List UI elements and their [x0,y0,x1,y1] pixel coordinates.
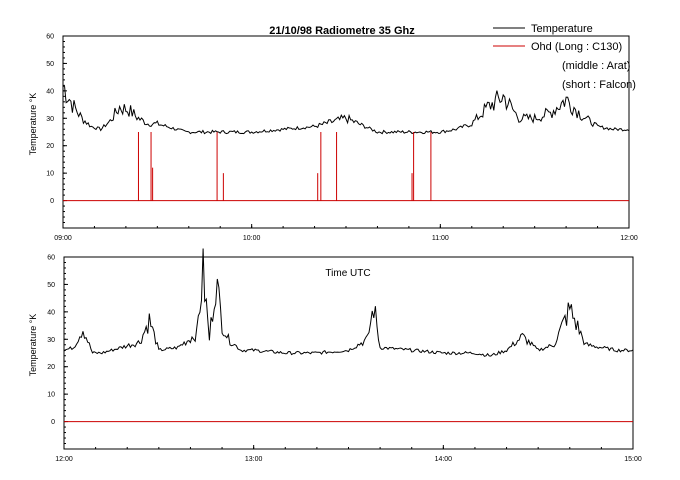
y-tick-label: 50 [46,61,54,68]
legend-note-middle: (middle : Arat) [562,60,630,72]
y-tick-label: 30 [47,337,55,344]
legend-note-short: (short : Falcon) [562,79,636,91]
y-axis-label: Temperature °K [28,93,38,156]
x-tick-label: 12:00 [620,235,638,242]
y-axis-label: Temperature °K [28,314,38,377]
time-utc-label: Time UTC [325,268,370,279]
y-tick-label: 60 [47,255,55,262]
x-tick-label: 09:00 [54,235,72,242]
legend-label-temperature: Temperature [531,23,593,35]
y-tick-label: 50 [47,282,55,289]
x-tick-label: 15:00 [624,456,642,463]
x-tick-label: 13:00 [245,456,263,463]
legend: Temperature Ohd (Long : C130) (middle : … [493,23,636,91]
y-tick-label: 40 [47,309,55,316]
y-tick-label: 30 [46,116,54,123]
x-tick-label: 10:00 [243,235,261,242]
y-tick-label: 60 [46,34,54,41]
x-tick-label: 11:00 [432,235,449,242]
plot-frame [63,256,634,450]
y-tick-label: 10 [46,171,54,178]
x-tick-label: 14:00 [435,456,453,463]
y-tick-label: 40 [46,88,54,95]
legend-label-overhead: Ohd (Long : C130) [531,41,622,53]
y-tick-label: 20 [46,143,54,150]
temperature-series-line [62,85,630,135]
top-panel: 0 10 20 30 40 50 60 09:00 10:00 11:00 12:00 Tempera… [28,34,638,243]
bottom-panel: 0 10 20 30 40 50 60 12:00 13:00 14:00 15:00 Tempera… [28,248,642,463]
y-tick-label: 0 [51,419,55,426]
plot-frame [62,35,630,229]
y-tick-label: 0 [50,198,54,205]
y-tick-label: 10 [47,392,55,399]
x-tick-label: 12:00 [55,456,73,463]
temperature-series-line [63,248,634,357]
chart-title: 21/10/98 Radiometre 35 Ghz [269,25,415,37]
y-tick-label: 20 [47,364,55,371]
